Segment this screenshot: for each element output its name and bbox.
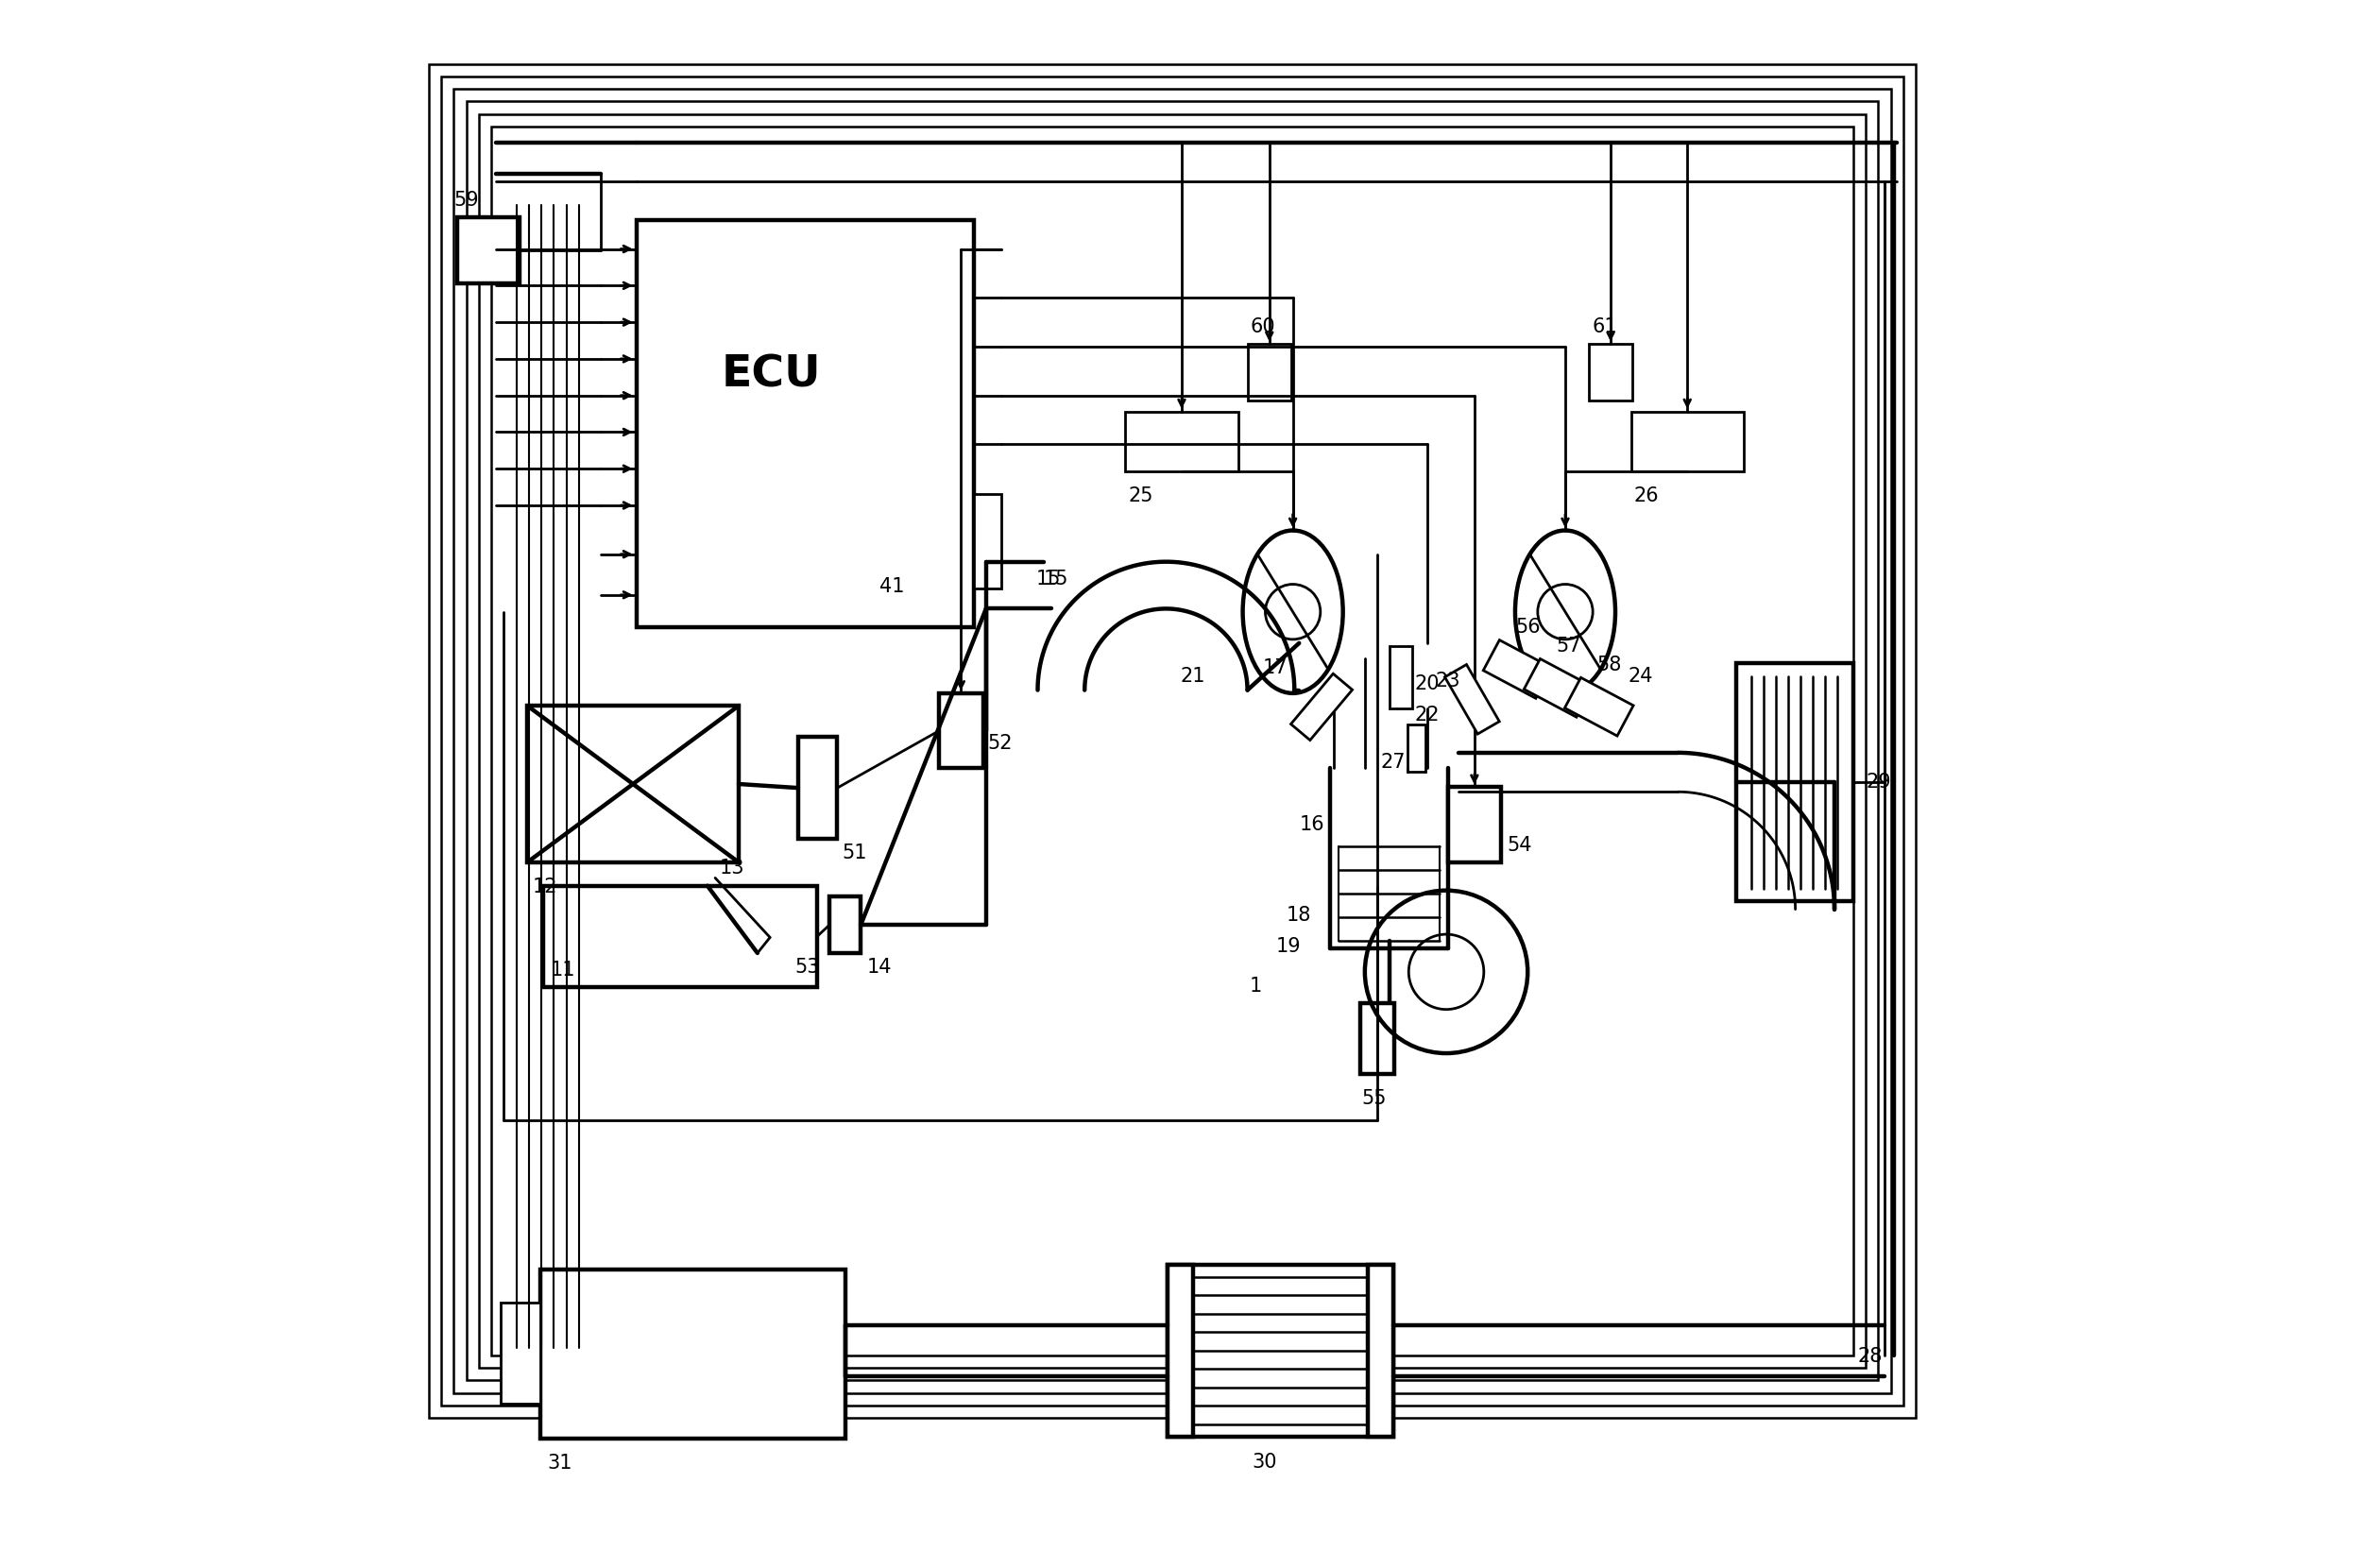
- Bar: [1523, 659, 1594, 717]
- Text: 18: 18: [1288, 906, 1311, 925]
- Bar: [457, 218, 520, 284]
- Text: 22: 22: [1415, 706, 1441, 724]
- Text: 26: 26: [1634, 486, 1660, 505]
- Bar: [1248, 343, 1292, 400]
- Text: 16: 16: [1299, 815, 1325, 834]
- Bar: [1565, 677, 1634, 735]
- Text: 30: 30: [1252, 1452, 1278, 1471]
- Bar: [1448, 787, 1502, 862]
- Bar: [440, 77, 1904, 1405]
- Bar: [501, 1301, 539, 1403]
- Text: 51: 51: [843, 844, 866, 862]
- Text: 19: 19: [1276, 938, 1302, 956]
- Text: 12: 12: [532, 878, 558, 897]
- Bar: [1445, 665, 1499, 734]
- Text: 14: 14: [866, 958, 892, 977]
- Text: 61: 61: [1591, 317, 1617, 336]
- Bar: [1735, 663, 1853, 902]
- Text: 58: 58: [1596, 655, 1622, 674]
- Bar: [1483, 640, 1551, 698]
- Text: 23: 23: [1436, 671, 1459, 690]
- Bar: [1168, 1264, 1394, 1436]
- Text: 21: 21: [1179, 666, 1205, 685]
- Bar: [1589, 343, 1634, 400]
- Bar: [527, 706, 739, 862]
- Text: 60: 60: [1250, 317, 1276, 336]
- Text: 13: 13: [720, 859, 744, 878]
- Bar: [798, 737, 838, 839]
- Bar: [1631, 411, 1744, 470]
- Text: 55: 55: [1361, 1090, 1387, 1109]
- Text: 29: 29: [1867, 773, 1890, 792]
- Text: 17: 17: [1264, 659, 1288, 677]
- Text: 41: 41: [880, 577, 904, 596]
- Text: 56: 56: [1516, 618, 1540, 637]
- Text: 20: 20: [1415, 674, 1441, 693]
- Bar: [478, 114, 1867, 1367]
- Text: 1: 1: [1250, 977, 1262, 996]
- Bar: [638, 221, 975, 627]
- Bar: [1168, 1264, 1193, 1436]
- Text: 24: 24: [1629, 666, 1653, 685]
- Bar: [975, 494, 1003, 588]
- Text: 31: 31: [548, 1454, 572, 1472]
- Text: 25: 25: [1128, 486, 1153, 505]
- Text: 57: 57: [1556, 637, 1582, 655]
- Bar: [466, 102, 1878, 1380]
- Bar: [539, 1269, 845, 1438]
- Bar: [544, 886, 817, 988]
- Bar: [1290, 674, 1351, 740]
- Bar: [454, 89, 1890, 1392]
- Bar: [829, 897, 862, 953]
- Text: 15: 15: [1043, 569, 1069, 588]
- Text: 28: 28: [1857, 1347, 1883, 1366]
- Bar: [1125, 411, 1238, 470]
- Text: 52: 52: [989, 734, 1012, 753]
- Text: 53: 53: [796, 958, 819, 977]
- Text: 11: 11: [551, 961, 577, 980]
- Text: 59: 59: [454, 191, 478, 210]
- Text: 27: 27: [1379, 753, 1405, 771]
- Text: 15: 15: [1036, 569, 1062, 588]
- Text: 54: 54: [1507, 836, 1532, 855]
- Bar: [428, 64, 1916, 1417]
- Text: ECU: ECU: [723, 354, 822, 397]
- Bar: [1368, 1264, 1394, 1436]
- Bar: [1389, 646, 1412, 709]
- Bar: [492, 127, 1853, 1355]
- Bar: [939, 693, 984, 768]
- Bar: [1361, 1004, 1394, 1074]
- Bar: [1408, 724, 1427, 771]
